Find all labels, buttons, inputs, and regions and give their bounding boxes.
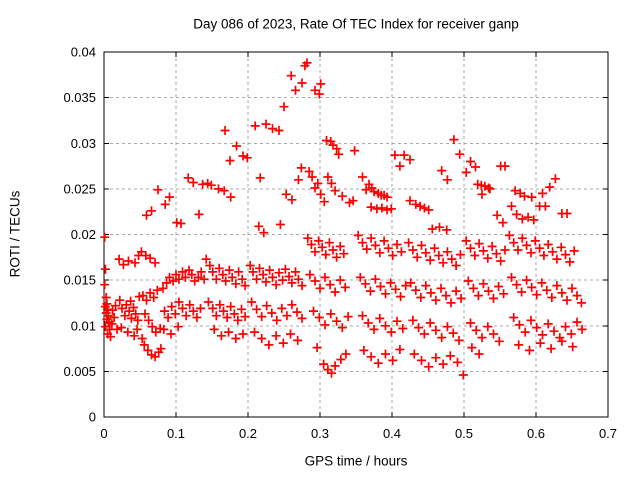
x-tick-labels: 0 0.1 0.2 0.3 0.4 0.5 0.6 0.7 (100, 426, 617, 441)
x-tick-label: 0.7 (599, 426, 617, 441)
chart-title: Day 086 of 2023, Rate Of TEC Index for r… (193, 16, 519, 32)
gridlines (104, 52, 608, 417)
y-tick-label: 0.04 (71, 45, 96, 60)
y-axis-label: ROTI / TECUs (7, 190, 23, 278)
x-tick-label: 0.6 (527, 426, 545, 441)
x-tick-label: 0.2 (239, 426, 257, 441)
y-tick-label: 0.015 (63, 273, 96, 288)
y-tick-labels: 0 0.005 0.01 0.015 0.02 0.025 0.03 0.035 0.04 (63, 45, 96, 425)
x-tick-label: 0.4 (383, 426, 401, 441)
y-tick-label: 0 (89, 410, 96, 425)
scatter-points (100, 58, 587, 380)
y-tick-label: 0.025 (63, 181, 96, 196)
y-tick-label: 0.005 (63, 364, 96, 379)
y-tick-label: 0.035 (63, 90, 96, 105)
y-tick-label: 0.03 (71, 136, 96, 151)
x-axis-label: GPS time / hours (304, 453, 408, 469)
plus-marker-series (100, 58, 587, 380)
x-tick-label: 0.5 (455, 426, 473, 441)
x-tick-label: 0 (100, 426, 107, 441)
x-tick-label: 0.1 (167, 426, 185, 441)
x-tick-label: 0.3 (311, 426, 329, 441)
y-tick-label: 0.01 (71, 318, 96, 333)
y-tick-label: 0.02 (71, 227, 96, 242)
